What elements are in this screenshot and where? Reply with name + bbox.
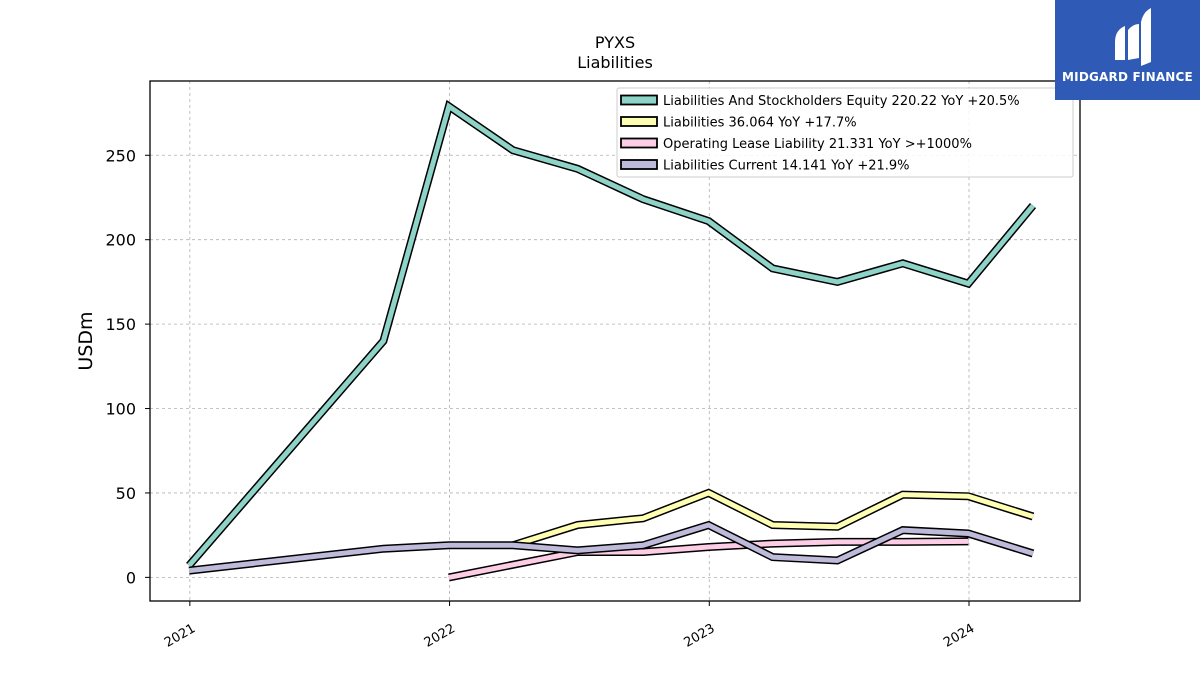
legend-swatch xyxy=(620,116,658,127)
legend-swatch xyxy=(620,137,658,149)
series-line xyxy=(188,522,1034,574)
axes: 0 50 100 150 200 250 2021 2022 2023 2024 xyxy=(105,146,977,650)
series-line-outline xyxy=(511,488,1035,550)
legend-box xyxy=(616,87,1074,178)
y-tick-label: 150 xyxy=(105,315,136,334)
legend-label: Liabilities Current 14.141 YoY +21.9% xyxy=(663,159,910,174)
y-tick-label: 100 xyxy=(105,400,136,419)
x-tick-label: 2022 xyxy=(422,621,458,651)
chart-title-group: PYXS Liabilities xyxy=(577,33,653,72)
y-tick-label: 0 xyxy=(126,568,136,587)
y-tick-label: 250 xyxy=(105,146,136,165)
legend-swatch xyxy=(620,159,658,170)
chart-title: PYXS xyxy=(595,33,635,52)
y-tick-label: 50 xyxy=(116,484,136,503)
chart-subtitle: Liabilities xyxy=(577,53,653,72)
x-tick-label: 2023 xyxy=(681,621,717,651)
series-line xyxy=(187,102,1035,568)
legend-swatch xyxy=(620,94,658,106)
brand-logo: MIDGARD FINANCE xyxy=(1055,0,1200,100)
midgard-logo-icon xyxy=(1115,8,1151,66)
legend-label: Liabilities And Stockholders Equity 220.… xyxy=(663,94,1020,109)
series-liabilities-current xyxy=(188,520,1035,575)
legend-label: Liabilities 36.064 YoY +17.7% xyxy=(663,116,857,131)
legend-label: Operating Lease Liability 21.331 YoY >+1… xyxy=(663,137,972,152)
legend: Liabilities And Stockholders Equity 220.… xyxy=(616,87,1074,178)
x-tick-label: 2021 xyxy=(162,621,198,651)
y-axis-label: USDm xyxy=(75,311,97,370)
plot-frame xyxy=(149,80,1081,602)
x-tick-label: 2024 xyxy=(941,621,977,651)
series-line xyxy=(512,490,1034,548)
series-liabilities xyxy=(511,488,1035,550)
brand-logo-text: MIDGARD FINANCE xyxy=(1062,70,1193,84)
y-tick-label: 200 xyxy=(105,231,136,250)
series-liabilities-and-stockholders-equity xyxy=(186,99,1037,569)
series-lines xyxy=(186,99,1037,582)
